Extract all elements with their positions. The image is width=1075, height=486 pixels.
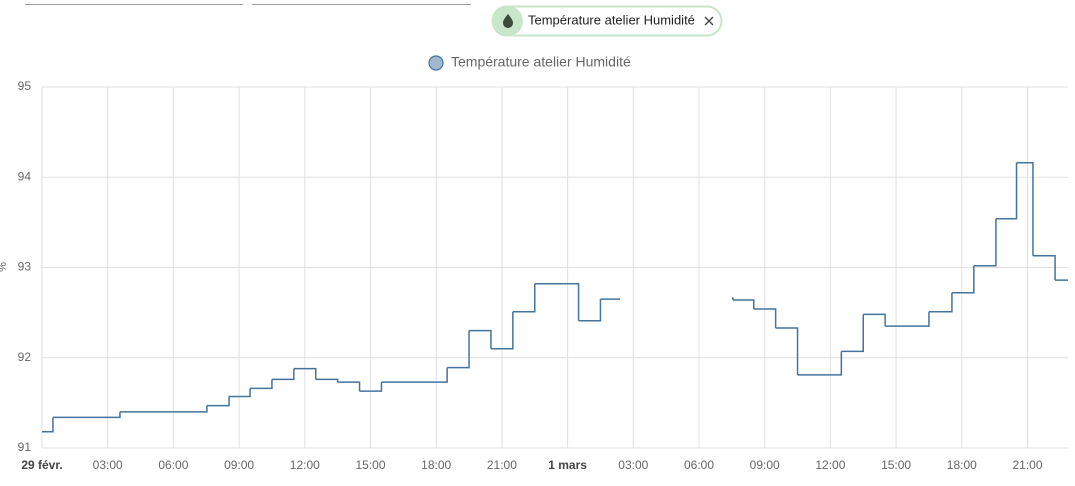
line-step (753, 308, 777, 328)
y-tick-label: 94 (18, 169, 32, 183)
x-tick-label: 1 mars (548, 458, 587, 472)
line-step (731, 297, 734, 300)
x-tick-label: 15:00 (355, 458, 385, 472)
line-step (490, 311, 514, 350)
line-step (578, 299, 602, 322)
line-step (995, 162, 1018, 220)
x-tick-label: 03:00 (93, 458, 123, 472)
x-tick-label: 15:00 (881, 458, 911, 472)
line-step (512, 283, 536, 313)
legend-swatch (428, 55, 444, 71)
line-step (1016, 162, 1034, 256)
line-step (775, 327, 799, 375)
x-tick-label: 29 févr. (21, 458, 62, 472)
x-tick-label: 06:00 (684, 458, 714, 472)
line-step (885, 311, 930, 327)
line-step (534, 282, 580, 321)
x-tick-label: 21:00 (1012, 458, 1042, 472)
line-step (206, 396, 230, 407)
line-step (1032, 255, 1056, 281)
line-step (315, 378, 339, 383)
line-step (229, 388, 251, 398)
line-step (951, 265, 975, 294)
filter-chip[interactable] (491, 5, 723, 37)
line-step (973, 218, 997, 267)
line-step (42, 417, 54, 433)
line-step (359, 382, 383, 392)
x-tick-label: 18:00 (421, 458, 451, 472)
line-step (337, 381, 361, 392)
y-tick-label: 91 (18, 440, 32, 454)
x-tick-label: 09:00 (224, 458, 254, 472)
line-step (447, 330, 470, 369)
line-step (841, 314, 864, 353)
line-step (293, 367, 317, 380)
x-tick-label: 12:00 (290, 458, 320, 472)
chip-remove[interactable] (704, 16, 714, 26)
line-step (381, 367, 448, 383)
x-tick-label: 18:00 (947, 458, 977, 472)
line-step (250, 379, 273, 390)
x-tick-label: 12:00 (815, 458, 845, 472)
x-tick-label: 09:00 (750, 458, 780, 472)
chip-label: Température atelier Humidité (528, 12, 695, 27)
legend-label: Température atelier Humidité (451, 54, 631, 70)
line-step (732, 299, 755, 310)
line-step (928, 292, 953, 313)
chip-icon (503, 14, 513, 28)
y-tick-label: 92 (18, 350, 32, 364)
y-tick-label: 95 (18, 79, 32, 93)
x-tick-label: 03:00 (618, 458, 648, 472)
y-tick-label: 93 (18, 260, 32, 274)
x-tick-label: 06:00 (158, 458, 188, 472)
y-axis-label: % (0, 262, 9, 272)
chart: 91 92 93 94 95 29 févr. 03:00 06:00 09:00 12:00 15… (0, 54, 1068, 472)
line-step (797, 351, 843, 376)
line-step (863, 313, 886, 327)
line-step (119, 405, 208, 413)
line-step (271, 368, 295, 381)
line-step (469, 329, 492, 349)
x-tick-label: 21:00 (487, 458, 517, 472)
line-step (52, 411, 121, 419)
